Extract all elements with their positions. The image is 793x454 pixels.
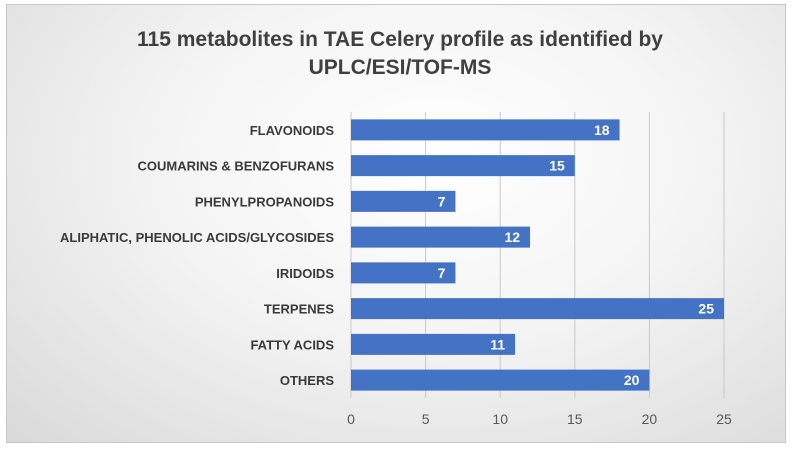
bar	[351, 262, 456, 284]
data-label: 20	[624, 372, 640, 388]
bar	[351, 226, 531, 248]
category-label: TERPENES	[264, 302, 334, 317]
x-tick-label: 10	[492, 411, 508, 427]
x-tick-label: 5	[422, 411, 430, 427]
bar	[351, 298, 724, 320]
bar	[351, 333, 516, 355]
chart-title: 115 metabolites in TAE Celery profile as…	[137, 28, 663, 79]
data-label: 7	[438, 265, 446, 281]
category-label: COUMARINS & BENZOFURANS	[138, 159, 335, 174]
data-label: 25	[698, 301, 714, 317]
x-tick-label: 25	[716, 411, 732, 427]
bar	[351, 369, 650, 391]
data-label: 12	[504, 229, 520, 245]
x-tick-label: 0	[347, 411, 355, 427]
category-label: FATTY ACIDS	[250, 337, 334, 352]
bar	[351, 119, 620, 141]
x-tick-label: 20	[642, 411, 658, 427]
bar	[351, 190, 456, 212]
category-label: PHENYLPROPANOIDS	[195, 194, 334, 209]
category-label: IRIDOIDS	[276, 266, 334, 281]
category-label: ALIPHATIC, PHENOLIC ACIDS/GLYCOSIDES	[60, 230, 334, 245]
data-label: 11	[490, 336, 505, 352]
x-tick-label: 15	[567, 411, 583, 427]
bar	[351, 155, 575, 177]
data-label: 7	[438, 193, 446, 209]
category-label: OTHERS	[280, 373, 335, 388]
data-label: 18	[594, 122, 610, 138]
data-label: 15	[549, 158, 565, 174]
category-label: FLAVONOIDS	[250, 123, 335, 138]
